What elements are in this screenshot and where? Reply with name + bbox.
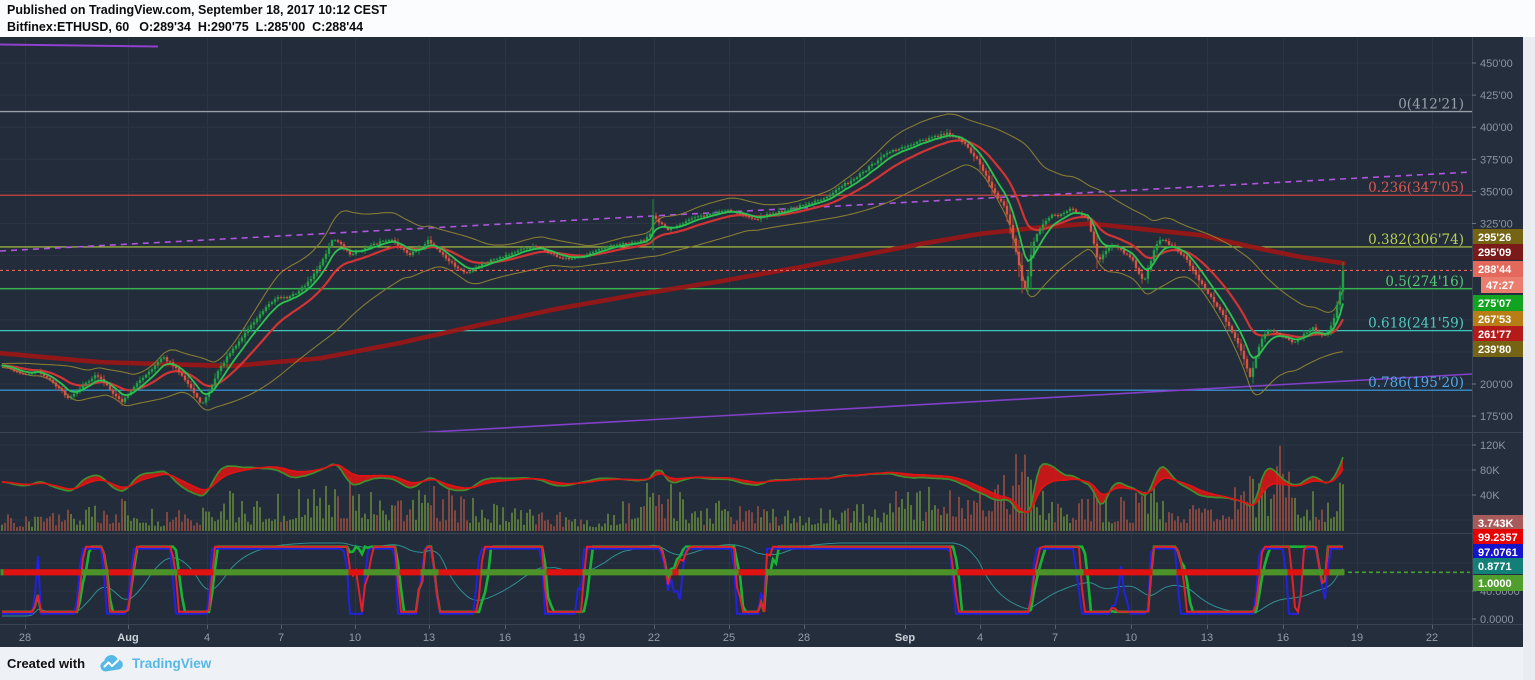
symbol-ohlc-line: Bitfinex:ETHUSD, 60 O:289'34 H:290'75 L:2… [7,20,363,34]
oscillator-green-line [1,456,1344,513]
svg-text:28: 28 [798,632,810,644]
svg-text:99.2357: 99.2357 [1478,532,1518,544]
svg-text:22: 22 [648,632,660,644]
svg-text:295'09: 295'09 [1478,247,1511,259]
footer: Created with TradingView [0,647,1523,680]
ma-fast-line [1,134,1344,396]
svg-text:120K: 120K [1480,440,1506,452]
svg-text:16: 16 [1277,632,1289,644]
svg-text:28: 28 [19,632,31,644]
svg-text:200'00: 200'00 [1480,379,1513,391]
svg-text:25: 25 [723,632,735,644]
svg-text:425'00: 425'00 [1480,90,1513,102]
svg-text:295'26: 295'26 [1478,232,1511,244]
oscillator-red-line [1,463,1344,513]
svg-text:288'44: 288'44 [1478,264,1512,276]
svg-text:400'00: 400'00 [1480,122,1513,134]
created-with-label: Created with [7,656,86,671]
svg-text:0.8771: 0.8771 [1478,561,1512,573]
svg-text:13: 13 [423,632,435,644]
svg-text:0.236(347'05): 0.236(347'05) [1368,180,1464,196]
svg-text:47:27: 47:27 [1486,280,1514,292]
fib-labels: 0(412'21) 0.236(347'05) 0.382(306'74) 0.5(2… [1368,97,1464,392]
svg-text:3.743K: 3.743K [1478,518,1514,530]
svg-text:1.0000: 1.0000 [1478,578,1512,590]
header: Published on TradingView.com, September … [0,0,1535,37]
svg-text:267'53: 267'53 [1478,314,1511,326]
ohlc-values: O:289'34 H:290'75 L:285'00 C:288'44 [139,20,364,34]
tradingview-logo-icon[interactable] [99,654,125,673]
svg-text:19: 19 [573,632,585,644]
volume-pane [1,445,1344,531]
time-axis: 28 Aug 4 7 10 13 16 19 22 25 28 Sep 4 7 10 13 16 19 22 [19,625,1438,644]
svg-text:13: 13 [1201,632,1213,644]
svg-text:22: 22 [1426,632,1438,644]
svg-text:350'00: 350'00 [1480,186,1513,198]
svg-text:275'07: 275'07 [1478,298,1511,310]
svg-text:239'80: 239'80 [1478,344,1511,356]
svg-text:0.5(274'16): 0.5(274'16) [1385,274,1464,290]
published-line: Published on TradingView.com, September … [7,3,387,17]
svg-text:97.0761: 97.0761 [1478,547,1518,559]
price-axis-tags: 295'26 295'09 288'44 47:27 275'07 267'53 261'7… [1473,229,1523,591]
svg-text:375'00: 375'00 [1480,154,1513,166]
svg-text:10: 10 [1125,632,1137,644]
svg-text:450'00: 450'00 [1480,58,1513,70]
svg-text:0(412'21): 0(412'21) [1398,97,1464,113]
svg-text:0.786(195'20): 0.786(195'20) [1368,375,1464,391]
symbol-interval-label: Bitfinex:ETHUSD, 60 [7,20,130,34]
svg-text:261'77: 261'77 [1478,329,1511,341]
svg-text:325'00: 325'00 [1480,219,1513,231]
svg-text:7: 7 [278,632,284,644]
svg-text:40K: 40K [1480,490,1500,502]
svg-text:4: 4 [204,632,210,644]
svg-text:0.382(306'74): 0.382(306'74) [1368,232,1464,248]
svg-text:19: 19 [1351,632,1363,644]
svg-text:80K: 80K [1480,465,1500,477]
ma-mid-line [1,139,1344,392]
svg-text:Aug: Aug [117,632,138,644]
svg-text:7: 7 [1052,632,1058,644]
svg-text:4: 4 [977,632,983,644]
stoch-blue-line [2,547,1343,615]
svg-text:175'00: 175'00 [1480,411,1513,423]
svg-text:16: 16 [499,632,511,644]
svg-text:0.618(241'59): 0.618(241'59) [1368,316,1464,332]
svg-text:10: 10 [349,632,361,644]
svg-text:0.0000: 0.0000 [1480,614,1514,626]
volatility-bands [1,113,1344,411]
signal-band [0,569,1345,576]
pane-separators [0,37,1523,647]
candles-layer [0,129,1345,406]
stoch-pane [0,542,1470,617]
tradingview-brand-link[interactable]: TradingView [132,656,212,671]
svg-text:Sep: Sep [895,632,915,644]
main-pane [0,43,1472,432]
price-chart-canvas[interactable]: 0(412'21) 0.236(347'05) 0.382(306'74) 0.5(2… [0,37,1523,647]
